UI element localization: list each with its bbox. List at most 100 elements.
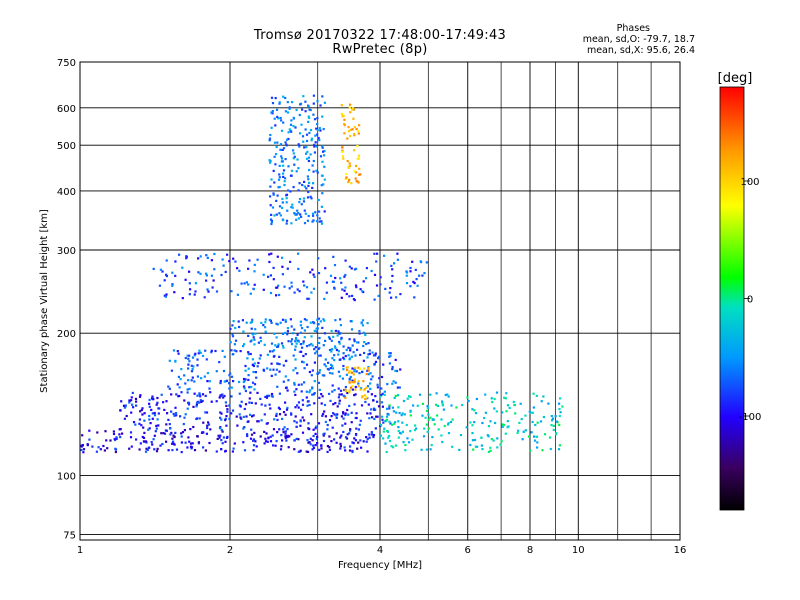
data-point xyxy=(288,287,291,290)
data-point xyxy=(328,371,332,375)
data-point xyxy=(294,367,297,370)
data-point xyxy=(480,436,483,439)
data-point xyxy=(321,374,324,377)
data-point xyxy=(299,132,302,135)
data-point xyxy=(357,385,360,388)
data-point xyxy=(343,289,346,292)
data-point xyxy=(272,169,275,172)
data-point xyxy=(269,350,272,353)
data-point xyxy=(322,439,326,443)
data-point xyxy=(250,401,253,404)
data-point xyxy=(309,195,312,198)
data-point xyxy=(355,286,358,289)
data-point xyxy=(363,341,366,344)
data-point xyxy=(298,145,301,148)
data-point xyxy=(387,413,390,416)
data-point xyxy=(329,274,333,277)
data-point xyxy=(267,437,270,440)
data-point xyxy=(224,380,227,383)
data-point xyxy=(429,448,432,451)
data-point xyxy=(359,388,362,391)
data-point xyxy=(346,366,349,369)
data-point xyxy=(311,448,314,451)
data-point xyxy=(343,118,346,121)
data-point xyxy=(277,343,280,346)
data-point xyxy=(310,342,313,346)
data-point xyxy=(359,353,362,356)
data-point xyxy=(349,386,353,389)
data-point xyxy=(274,444,277,447)
data-point xyxy=(175,393,178,396)
data-point xyxy=(295,213,298,216)
data-point xyxy=(176,383,179,386)
data-point xyxy=(206,380,209,383)
data-point xyxy=(389,422,392,425)
data-point xyxy=(313,151,316,154)
data-point xyxy=(471,424,474,427)
data-point xyxy=(396,386,399,389)
data-point xyxy=(255,376,258,379)
data-point xyxy=(254,402,257,405)
data-point xyxy=(265,396,269,399)
data-point xyxy=(420,448,423,451)
data-point xyxy=(347,166,350,169)
data-point xyxy=(321,95,324,98)
data-point xyxy=(349,164,352,168)
data-point xyxy=(299,324,302,327)
data-point xyxy=(380,387,383,390)
data-point xyxy=(289,318,292,321)
data-point xyxy=(320,220,323,223)
data-point xyxy=(303,419,306,422)
data-point xyxy=(390,296,393,299)
data-point xyxy=(278,164,281,167)
data-point xyxy=(220,428,223,432)
data-point xyxy=(357,173,361,176)
data-point xyxy=(360,446,363,449)
data-point xyxy=(174,274,177,277)
data-point xyxy=(373,417,376,421)
data-point xyxy=(356,129,360,133)
data-point xyxy=(315,220,319,223)
data-point xyxy=(322,412,325,416)
data-point xyxy=(354,433,358,437)
data-point xyxy=(270,222,273,226)
data-point xyxy=(316,133,319,136)
data-point xyxy=(253,388,256,391)
data-point xyxy=(239,416,242,419)
data-point xyxy=(285,439,288,442)
data-point xyxy=(156,418,159,421)
data-point xyxy=(143,431,146,434)
data-point xyxy=(351,441,354,444)
data-point xyxy=(246,433,249,436)
data-point xyxy=(340,338,343,341)
data-point xyxy=(472,448,475,451)
data-point xyxy=(558,444,561,447)
data-point xyxy=(141,435,144,439)
data-point xyxy=(112,432,116,436)
data-point xyxy=(155,424,158,427)
data-point xyxy=(366,369,369,372)
data-point xyxy=(196,435,199,438)
data-point xyxy=(358,124,361,127)
data-point xyxy=(297,143,300,146)
data-point xyxy=(252,444,256,447)
data-point xyxy=(351,294,354,297)
data-point xyxy=(191,368,194,371)
data-point xyxy=(314,141,317,144)
data-point xyxy=(243,379,246,382)
data-point xyxy=(338,342,341,345)
data-point xyxy=(99,448,102,451)
data-point xyxy=(278,101,281,104)
data-point xyxy=(275,440,278,443)
data-point xyxy=(252,370,255,374)
data-point xyxy=(349,103,352,106)
data-point xyxy=(278,176,281,179)
data-point xyxy=(274,373,277,376)
data-point xyxy=(421,414,424,417)
data-point xyxy=(343,358,346,361)
data-point xyxy=(291,101,294,104)
data-point xyxy=(282,380,285,383)
data-point xyxy=(162,401,165,404)
data-point xyxy=(231,409,235,412)
